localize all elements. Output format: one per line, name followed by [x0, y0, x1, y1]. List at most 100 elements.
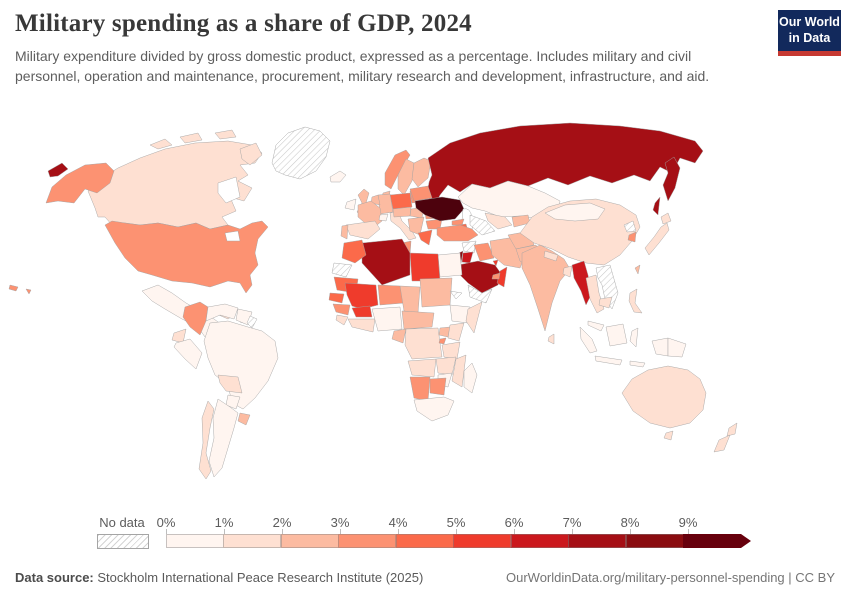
- country-new-zealand-north[interactable]: [726, 422, 738, 437]
- country-namibia[interactable]: [409, 376, 431, 402]
- country-philippines[interactable]: [628, 288, 643, 314]
- country-jordan[interactable]: [461, 251, 474, 264]
- country-chile[interactable]: [198, 400, 215, 480]
- country-spain[interactable]: [345, 220, 381, 240]
- country-turkmenistan[interactable]: [469, 214, 496, 236]
- country-kenya[interactable]: [447, 322, 465, 342]
- legend-bin-1[interactable]: [223, 534, 281, 548]
- country-syria[interactable]: [461, 240, 477, 254]
- country-argentina[interactable]: [208, 398, 239, 478]
- country-france[interactable]: [357, 200, 383, 230]
- country-south-africa[interactable]: [413, 396, 455, 422]
- country-south-korea[interactable]: [627, 231, 637, 243]
- country-zambia[interactable]: [435, 356, 457, 376]
- legend-bin-5[interactable]: [453, 534, 511, 548]
- country-yemen[interactable]: [467, 284, 493, 304]
- owid-logo[interactable]: Our World in Data: [778, 10, 841, 56]
- country-nigeria[interactable]: [371, 306, 403, 332]
- country-czech-austria[interactable]: [392, 206, 412, 218]
- country-png[interactable]: [667, 337, 687, 358]
- country-libya[interactable]: [409, 252, 441, 282]
- country-mongolia[interactable]: [544, 202, 606, 222]
- country-guinea[interactable]: [332, 303, 351, 316]
- country-nepal[interactable]: [543, 250, 559, 262]
- country-finland[interactable]: [411, 157, 432, 188]
- country-russia-chukotka[interactable]: [47, 162, 69, 178]
- legend-bin-9[interactable]: [683, 534, 751, 548]
- country-russia-kamchatka[interactable]: [662, 156, 681, 202]
- country-belarus[interactable]: [409, 185, 433, 202]
- country-uzbekistan[interactable]: [484, 212, 513, 230]
- country-madagascar[interactable]: [463, 362, 478, 394]
- country-north-korea[interactable]: [623, 220, 637, 233]
- country-cambodia[interactable]: [598, 296, 613, 309]
- country-usa[interactable]: [104, 220, 269, 294]
- country-western-sahara[interactable]: [331, 262, 353, 278]
- legend-no-data-swatch[interactable]: [97, 534, 149, 549]
- country-bangladesh[interactable]: [562, 265, 573, 278]
- legend-bin-6[interactable]: [510, 534, 569, 548]
- country-venezuela[interactable]: [205, 303, 239, 322]
- country-brazil[interactable]: [203, 320, 279, 410]
- country-sierra-liberia[interactable]: [335, 314, 349, 326]
- country-botswana[interactable]: [429, 377, 447, 396]
- country-sweden[interactable]: [397, 158, 415, 196]
- legend-bin-2[interactable]: [280, 534, 339, 548]
- legend-bin-7[interactable]: [568, 534, 626, 548]
- country-turkey[interactable]: [436, 224, 479, 242]
- country-saudi-arabia[interactable]: [457, 260, 503, 294]
- owid-link[interactable]: OurWorldinData.org/military-personnel-sp…: [506, 570, 835, 585]
- country-canada-island[interactable]: [214, 129, 237, 140]
- country-congo-gabon[interactable]: [391, 328, 407, 344]
- country-sri-lanka[interactable]: [547, 333, 555, 345]
- country-uruguay[interactable]: [237, 412, 251, 426]
- country-myanmar[interactable]: [571, 260, 593, 306]
- country-canada-island[interactable]: [149, 138, 173, 150]
- country-indonesia-borneo[interactable]: [605, 323, 628, 347]
- legend-bin-4[interactable]: [395, 534, 454, 548]
- country-drc[interactable]: [404, 327, 443, 360]
- country-cameroon-car[interactable]: [401, 310, 435, 330]
- country-indonesia-sumatra[interactable]: [579, 326, 598, 354]
- legend-bin-8[interactable]: [625, 534, 684, 548]
- country-burkina-faso[interactable]: [351, 305, 373, 318]
- country-indonesia-java[interactable]: [594, 355, 623, 366]
- country-japan[interactable]: [644, 222, 670, 256]
- country-eritrea[interactable]: [449, 290, 463, 300]
- country-algeria[interactable]: [361, 238, 411, 286]
- country-ivory-ghana[interactable]: [347, 318, 376, 333]
- country-peru[interactable]: [173, 338, 203, 370]
- country-kuwait[interactable]: [492, 259, 499, 267]
- country-greenland[interactable]: [271, 126, 331, 180]
- country-morocco[interactable]: [341, 239, 367, 264]
- country-malaysia[interactable]: [587, 320, 605, 332]
- country-indonesia-lesser-sunda[interactable]: [629, 360, 646, 368]
- country-paraguay[interactable]: [225, 394, 241, 410]
- country-russia-sakhalin[interactable]: [652, 196, 661, 216]
- country-egypt[interactable]: [437, 252, 463, 278]
- country-senegal[interactable]: [328, 292, 345, 304]
- country-chad[interactable]: [399, 285, 421, 314]
- country-ireland[interactable]: [344, 198, 357, 211]
- country-new-zealand-south[interactable]: [713, 434, 731, 453]
- country-iraq[interactable]: [473, 242, 495, 262]
- country-rwanda-burundi[interactable]: [438, 337, 447, 345]
- country-india[interactable]: [521, 244, 571, 332]
- country-iceland[interactable]: [329, 170, 347, 183]
- legend-bin-3[interactable]: [338, 534, 396, 548]
- country-taiwan[interactable]: [634, 264, 641, 275]
- country-australia-tasmania[interactable]: [663, 430, 674, 441]
- country-angola[interactable]: [407, 358, 437, 378]
- country-poland[interactable]: [389, 192, 413, 210]
- country-usa-alaska[interactable]: [45, 162, 115, 204]
- country-sudan[interactable]: [419, 277, 453, 308]
- country-somalia[interactable]: [465, 301, 483, 334]
- country-malawi-mozambique[interactable]: [451, 354, 467, 388]
- country-uae[interactable]: [491, 272, 501, 280]
- country-japan-hokkaido[interactable]: [660, 212, 672, 225]
- country-indonesia-sulawesi[interactable]: [629, 327, 639, 348]
- legend-bin-0[interactable]: [165, 534, 224, 548]
- country-ukraine[interactable]: [414, 196, 465, 222]
- country-switzerland[interactable]: [378, 213, 389, 222]
- country-indonesia-papua[interactable]: [651, 337, 669, 357]
